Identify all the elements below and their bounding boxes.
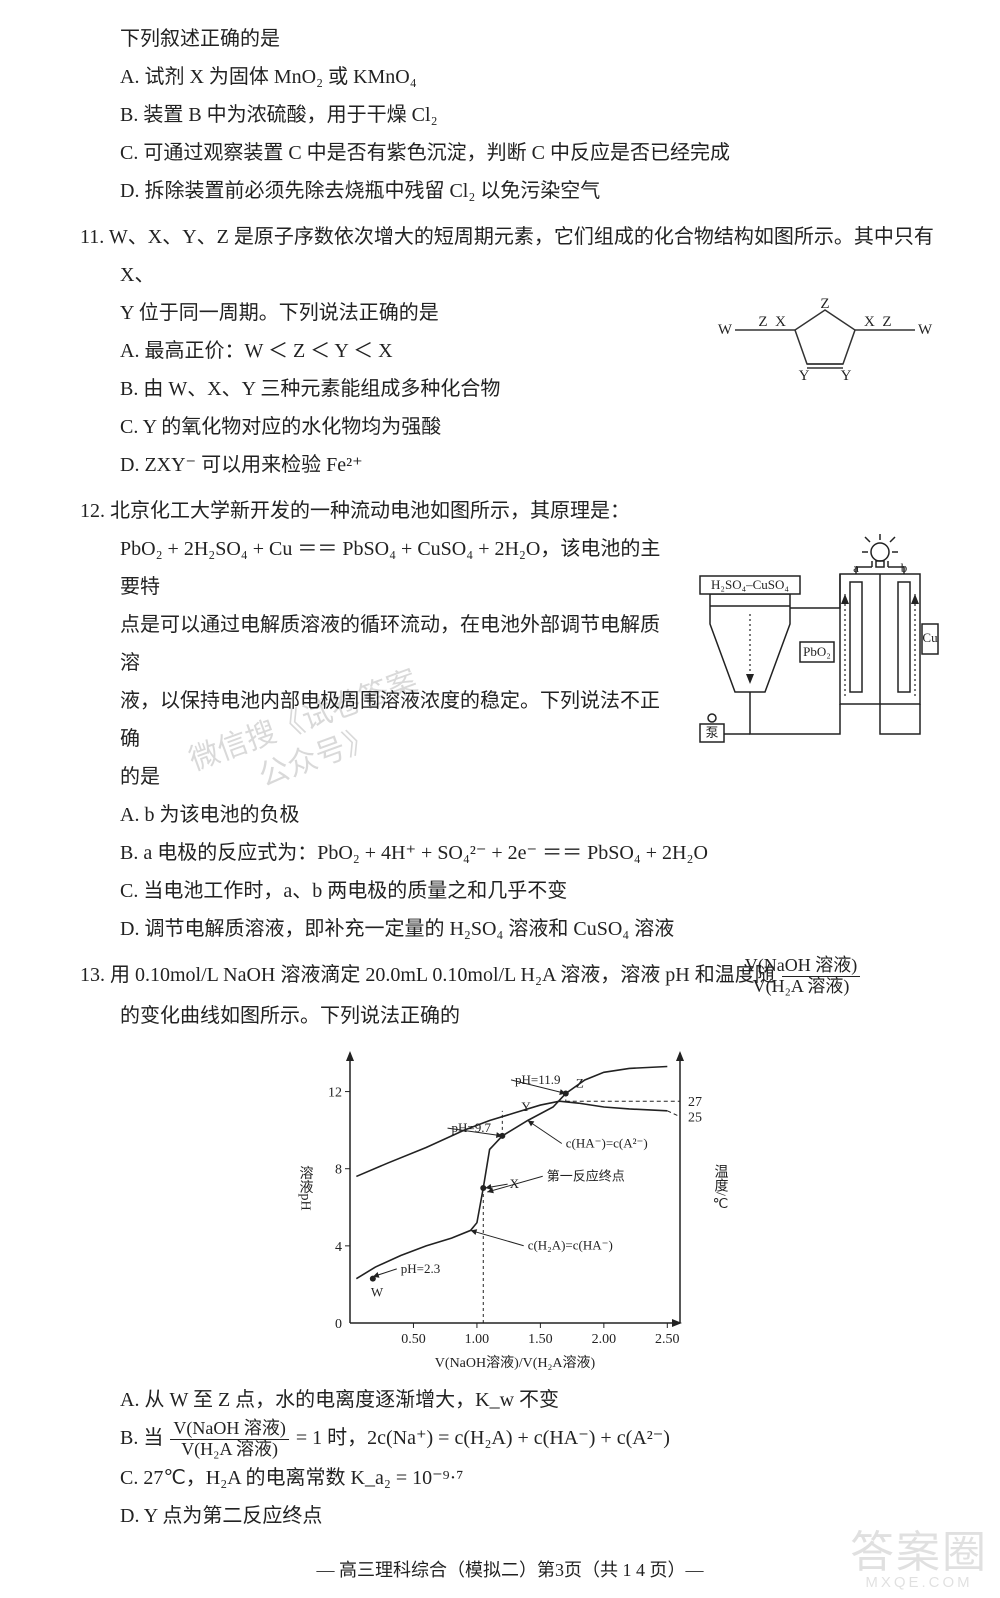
q13-stem-1: 13. 用 0.10mol/L NaOH 溶液滴定 20.0mL 0.10mol…: [80, 956, 940, 997]
q12-label-b: b: [901, 560, 908, 575]
q11: 11. W、X、Y、Z 是原子序数依次增大的短周期元素，它们组成的化合物结构如图…: [80, 218, 940, 484]
page-footer: — 高三理科综合（模拟二）第3页（共 1 4 页）—: [80, 1553, 940, 1597]
q10-opt-A: A. 试剂 X 为固体 MnO₂ 或 KMnO₄: [80, 58, 940, 96]
svg-text:W: W: [371, 1284, 384, 1299]
svg-text:pH=2.3: pH=2.3: [401, 1261, 440, 1276]
q11-label-Zl: Z: [758, 314, 767, 330]
q12-stem-1: 12. 北京化工大学新开发的一种流动电池如图所示，其原理是：: [80, 492, 940, 530]
q11-opt-D: D. ZXY⁻ 可以用来检验 Fe²⁺: [80, 446, 940, 484]
q12-label-cu: Cu: [922, 630, 938, 645]
svg-text:温度/℃: 温度/℃: [713, 1164, 729, 1212]
q13-B-post: = 1 时，2c(Na⁺) = c(H₂A) + c(HA⁻) + c(A²⁻): [296, 1427, 670, 1449]
svg-text:c(HA⁻)=c(A²⁻): c(HA⁻)=c(A²⁻): [566, 1135, 648, 1150]
q11-label-Yr: Y: [841, 368, 852, 384]
svg-text:1.00: 1.00: [465, 1332, 490, 1347]
q12: 12. 北京化工大学新开发的一种流动电池如图所示，其原理是：: [80, 492, 940, 948]
q11-label-Wl: W: [718, 322, 733, 338]
q12-label-soln: H₂SO₄–CuSO₄: [711, 577, 789, 592]
q12-opt-A: A. b 为该电池的负极: [80, 796, 940, 834]
q11-label-Zr: Z: [882, 314, 891, 330]
svg-text:8: 8: [335, 1162, 342, 1177]
q12-opt-D: D. 调节电解质溶液，即补充一定量的 H₂SO₄ 溶液和 CuSO₄ 溶液: [80, 910, 940, 948]
q12-label-pump: 泵: [705, 725, 718, 740]
q13-frac: V(NaOH 溶液) V(H₂A 溶液): [782, 956, 860, 997]
q11-label-Xr: X: [864, 314, 875, 330]
svg-text:V(NaOH溶液)/V(H₂A溶液): V(NaOH溶液)/V(H₂A溶液): [435, 1355, 596, 1371]
q10: 下列叙述正确的是 A. 试剂 X 为固体 MnO₂ 或 KMnO₄ B. 装置 …: [80, 20, 940, 210]
svg-text:pH=11.9: pH=11.9: [515, 1072, 561, 1087]
svg-text:第一反应终点: 第一反应终点: [547, 1168, 625, 1183]
q11-label-X: X: [775, 314, 786, 330]
q13-stem-pre: 13. 用 0.10mol/L NaOH 溶液滴定 20.0mL 0.10mol…: [80, 964, 775, 986]
q13-B-frac: V(NaOH 溶液) V(H₂A 溶液): [170, 1419, 288, 1460]
q11-figure: Z X X Z Z W W Y Y: [710, 298, 940, 388]
svg-text:pH=9.7: pH=9.7: [452, 1120, 492, 1135]
svg-text:0.50: 0.50: [401, 1332, 426, 1347]
svg-text:4: 4: [335, 1240, 342, 1255]
q13-B-fd: V(H₂A 溶液): [170, 1440, 288, 1460]
svg-text:溶液pH: 溶液pH: [298, 1165, 314, 1210]
q13-stem-2: 的变化曲线如图所示。下列说法正确的: [80, 997, 940, 1035]
svg-text:25: 25: [688, 1110, 702, 1125]
q11-stem-1: 11. W、X、Y、Z 是原子序数依次增大的短周期元素，它们组成的化合物结构如图…: [80, 218, 940, 294]
q13-chart: 4 8 12 0 0.50 1.00 1.50 2.00 2.50 V(NaOH溶液)/V(H₂A…: [280, 1043, 740, 1373]
q12-figure: H₂SO₄–CuSO₄ PbO₂ Cu a b 泵: [680, 534, 940, 764]
q10-stem: 下列叙述正确的是: [80, 20, 940, 58]
svg-text:2.50: 2.50: [655, 1332, 680, 1347]
q13: 13. 用 0.10mol/L NaOH 溶液滴定 20.0mL 0.10mol…: [80, 956, 940, 1535]
q12-label-a: a: [853, 560, 859, 575]
svg-text:27: 27: [688, 1095, 702, 1110]
q11-label-Y: Y: [799, 368, 810, 384]
svg-text:2.00: 2.00: [592, 1332, 617, 1347]
svg-text:c(H₂A)=c(HA⁻): c(H₂A)=c(HA⁻): [528, 1237, 613, 1252]
svg-text:0: 0: [335, 1317, 342, 1332]
q13-frac-bot: V(H₂A 溶液): [782, 977, 860, 997]
q11-label-Wr: W: [918, 322, 933, 338]
q11-label-Z: Z: [820, 298, 829, 312]
q13-B-fn: V(NaOH 溶液): [170, 1419, 288, 1440]
q10-opt-C: C. 可通过观察装置 C 中是否有紫色沉淀，判断 C 中反应是否已经完成: [80, 134, 940, 172]
q10-opt-B: B. 装置 B 中为浓硫酸，用于干燥 Cl₂: [80, 96, 940, 134]
q12-label-pbo2: PbO₂: [803, 644, 831, 659]
svg-text:12: 12: [328, 1085, 342, 1100]
q13-B-pre: B. 当: [120, 1427, 163, 1449]
q13-opt-B: B. 当 V(NaOH 溶液) V(H₂A 溶液) = 1 时，2c(Na⁺) …: [80, 1419, 940, 1460]
svg-text:Z: Z: [576, 1075, 584, 1090]
q12-opt-B: B. a 电极的反应式为：PbO₂ + 4H⁺ + SO₄²⁻ + 2e⁻ ＝＝…: [80, 834, 940, 872]
q12-opt-C: C. 当电池工作时，a、b 两电极的质量之和几乎不变: [80, 872, 940, 910]
q11-opt-C: C. Y 的氧化物对应的水化物均为强酸: [80, 408, 940, 446]
q10-opt-D: D. 拆除装置前必须先除去烧瓶中残留 Cl₂ 以免污染空气: [80, 172, 940, 210]
page: 下列叙述正确的是 A. 试剂 X 为固体 MnO₂ 或 KMnO₄ B. 装置 …: [0, 0, 1000, 1598]
q13-opt-A: A. 从 W 至 Z 点，水的电离度逐渐增大，K_w 不变: [80, 1381, 940, 1419]
q13-opt-C: C. 27℃，H₂A 的电离常数 K_a₂ = 10⁻⁹·⁷: [80, 1459, 940, 1497]
q13-opt-D: D. Y 点为第二反应终点: [80, 1497, 940, 1535]
svg-text:Y: Y: [521, 1099, 531, 1114]
q13-frac-top: V(NaOH 溶液): [782, 956, 860, 977]
svg-text:1.50: 1.50: [528, 1332, 553, 1347]
